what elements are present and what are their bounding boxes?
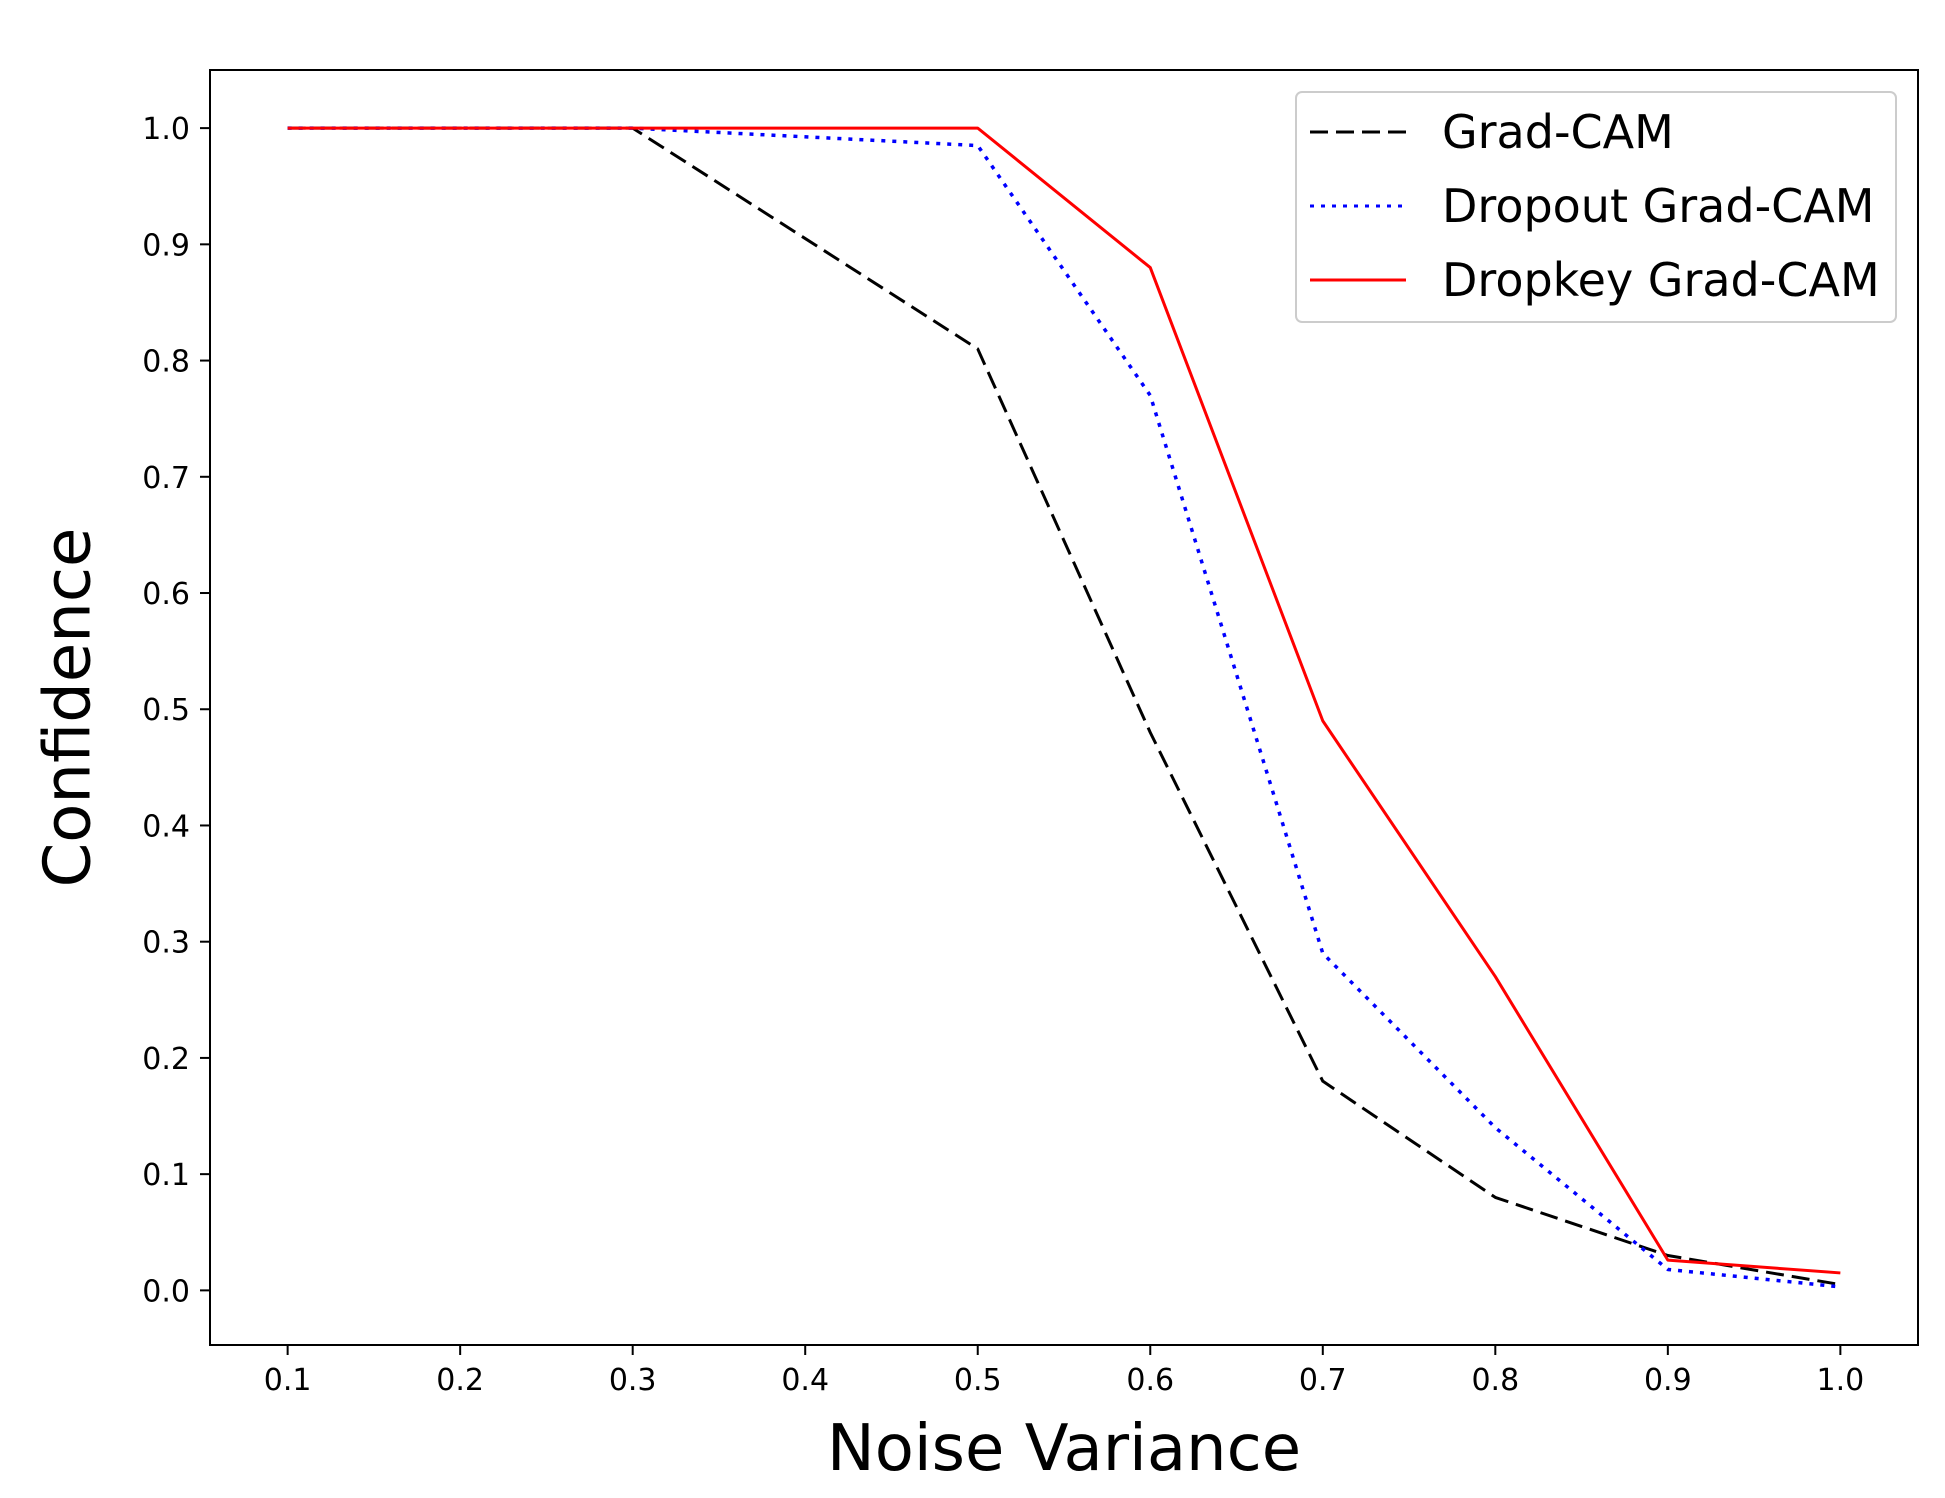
y-tick-label: 0.5 (142, 693, 190, 728)
x-tick-label: 0.6 (1126, 1363, 1174, 1398)
plot-area-frame (209, 69, 1919, 1346)
x-tick-label: 0.7 (1299, 1363, 1347, 1398)
y-tick-label: 0.8 (142, 345, 190, 380)
x-axis-title: Noise Variance (827, 1412, 1301, 1486)
y-tick-label: 0.0 (142, 1274, 190, 1309)
x-axis-ticks: 0.1 0.2 0.3 0.4 0.5 0.6 0.7 0.8 0.9 1.0 (264, 1345, 1864, 1398)
legend-label: Dropout Grad-CAM (1442, 179, 1874, 233)
legend-box (1295, 91, 1897, 323)
x-tick-label: 0.4 (781, 1363, 829, 1398)
x-tick-label: 1.0 (1817, 1363, 1865, 1398)
x-tick-label: 0.2 (436, 1363, 484, 1398)
x-tick-label: 0.9 (1644, 1363, 1692, 1398)
x-tick-label: 0.5 (954, 1363, 1002, 1398)
series-line-grad-cam (287, 126, 1841, 1287)
series-layer (287, 126, 1841, 1289)
series-line-dropkey-grad-cam (287, 126, 1841, 1275)
legend: Grad-CAM Dropout Grad-CAM Dropkey Grad-CAM (1295, 91, 1897, 323)
y-tick-label: 0.3 (142, 926, 190, 961)
y-tick-label: 0.4 (142, 809, 190, 844)
legend-label: Dropkey Grad-CAM (1442, 253, 1880, 307)
x-tick-label: 0.3 (609, 1363, 657, 1398)
y-tick-label: 0.9 (142, 228, 190, 263)
y-tick-label: 1.0 (142, 112, 190, 147)
x-tick-label: 0.1 (264, 1363, 312, 1398)
y-tick-label: 0.1 (142, 1158, 190, 1193)
y-axis-title: Confidence (32, 528, 106, 888)
y-tick-label: 0.6 (142, 577, 190, 612)
legend-label: Grad-CAM (1442, 105, 1674, 159)
y-tick-label: 0.2 (142, 1042, 190, 1077)
y-axis-ticks: 0.0 0.1 0.2 0.3 0.4 0.5 0.6 0.7 0.8 0.9 1.0 (142, 112, 210, 1309)
x-tick-label: 0.8 (1471, 1363, 1519, 1398)
y-tick-label: 0.7 (142, 461, 190, 496)
